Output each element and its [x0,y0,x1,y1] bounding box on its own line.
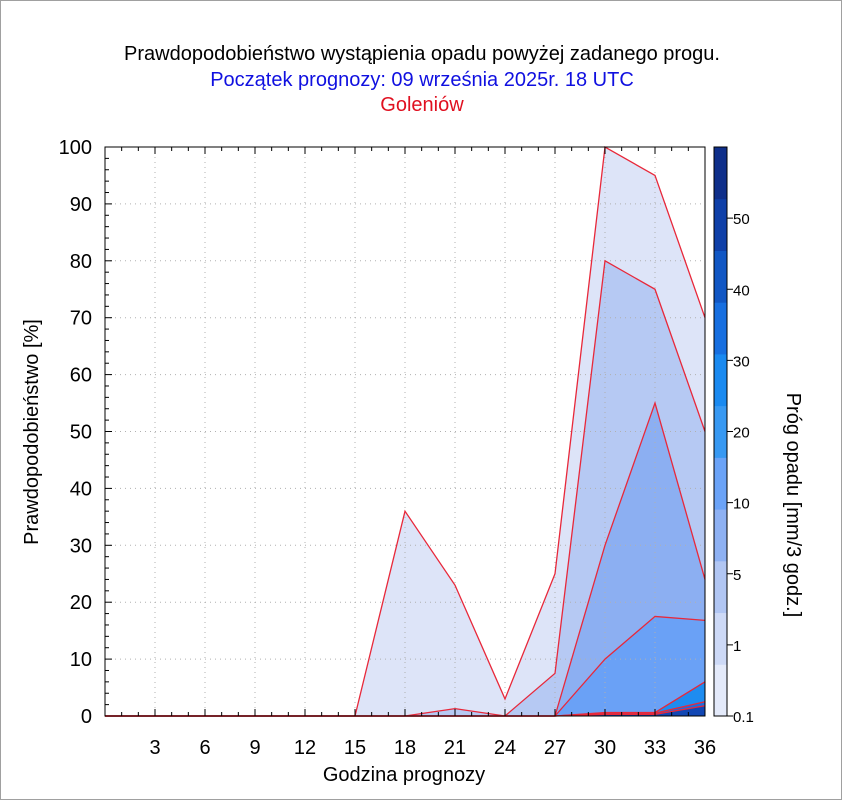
forecast-start-subtitle: Początek prognozy: 09 września 2025r. 18… [210,69,634,91]
x-tick-label-24: 24 [494,737,516,759]
area-threshold-4 [105,616,705,716]
station-name: Goleniów [380,94,464,116]
colorbar-segment-4 [714,457,727,510]
y-tick-label-90: 90 [70,194,92,216]
x-tick-label-15: 15 [344,737,366,759]
colorbar-segment-3 [714,509,727,562]
y-axis-tick-labels: 0 10 20 30 40 50 60 70 80 90 100 [59,137,92,728]
colorbar-segment-10 [714,147,727,200]
x-tick-label-36: 36 [694,737,716,759]
y-tick-label-50: 50 [70,422,92,444]
y-tick-label-70: 70 [70,308,92,330]
colorbar-tick-label-50: 50 [733,211,750,228]
plot-axes [104,146,706,717]
threshold-colorbar [713,146,733,717]
colorbar-segment-1 [714,612,727,665]
x-tick-label-18: 18 [394,737,416,759]
y-tick-label-0: 0 [81,706,92,728]
y-tick-label-30: 30 [70,535,92,557]
y-tick-label-100: 100 [59,137,92,159]
x-tick-label-27: 27 [544,737,566,759]
x-tick-label-3: 3 [149,737,160,759]
y-tick-label-20: 20 [70,592,92,614]
y-tick-label-80: 80 [70,251,92,273]
chart-title: Prawdopodobieństwo wystąpienia opadu pow… [124,43,720,65]
x-tick-label-33: 33 [644,737,666,759]
colorbar-tick-label-5: 5 [733,567,741,584]
x-tick-label-6: 6 [199,737,210,759]
colorbar-segment-6 [714,353,727,407]
colorbar-segment-0 [714,664,727,717]
colorbar-segment-2 [714,560,727,614]
area-threshold-7 [105,705,705,716]
y-tick-label-60: 60 [70,365,92,387]
colorbar-tick-label-30: 30 [733,353,750,370]
x-axis-label: Godzina prognozy [323,764,485,786]
colorbar-tick-label-0.1: 0.1 [733,709,754,726]
colorbar-tick-label-40: 40 [733,282,750,299]
y-axis-label: Prawdopodobieństwo [%] [21,319,43,545]
colorbar-segment-7 [714,302,727,355]
colorbar-tick-label-20: 20 [733,425,750,442]
colorbar-tick-label-1: 1 [733,638,741,655]
colorbar-label: Próg opadu [mm/3 godz.] [782,393,804,618]
y-tick-label-10: 10 [70,649,92,671]
colorbar-segment-9 [714,198,727,251]
x-tick-label-21: 21 [444,737,466,759]
x-tick-label-12: 12 [294,737,316,759]
x-axis-tick-labels: 3 6 9 12 15 18 21 24 27 30 33 36 [149,737,716,759]
colorbar-tick-label-10: 10 [733,496,750,513]
colorbar-segment-5 [714,405,727,458]
x-tick-label-9: 9 [249,737,260,759]
colorbar-segment-8 [714,250,727,303]
colorbar-tick-labels: 0.1 1 5 10 20 30 40 50 [733,211,754,726]
y-tick-label-40: 40 [70,478,92,500]
x-tick-label-30: 30 [594,737,616,759]
